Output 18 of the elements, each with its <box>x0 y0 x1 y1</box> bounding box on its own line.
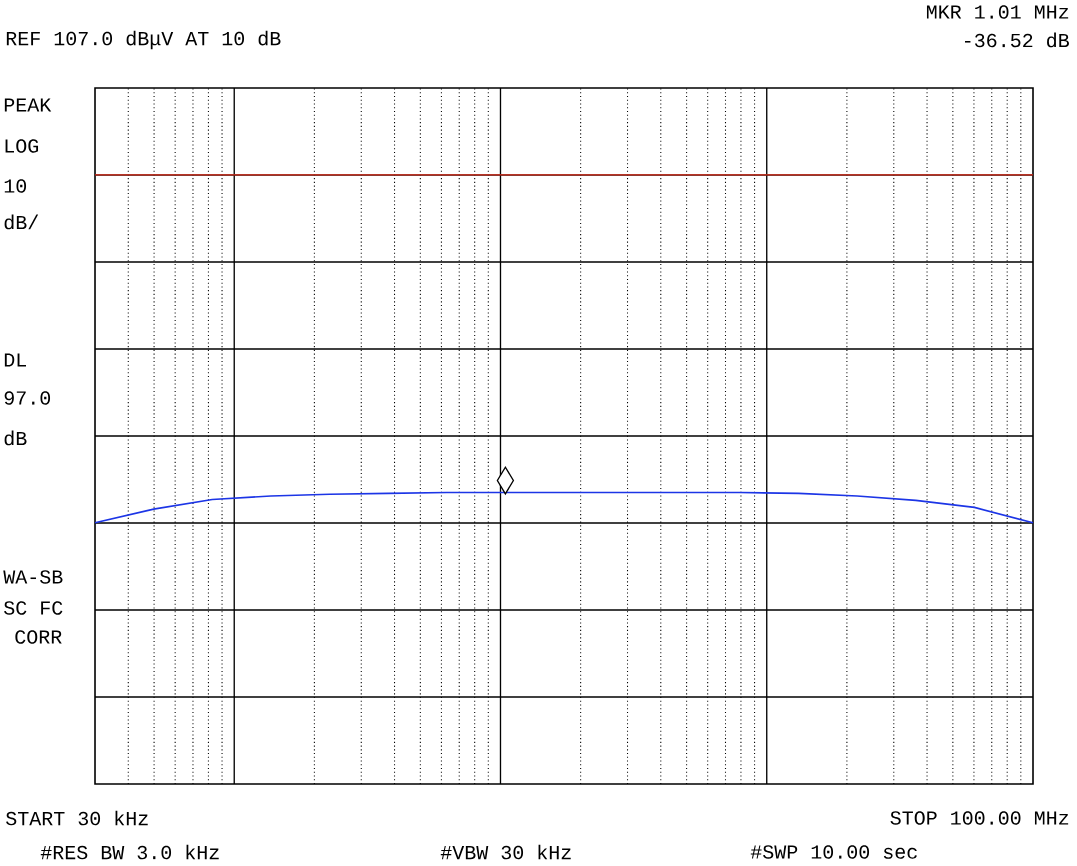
text: #VBW 30 kHz <box>440 844 571 860</box>
text: 97.0 <box>4 391 51 405</box>
text: LOG <box>5 139 39 153</box>
text: DL <box>4 353 26 367</box>
text: CORR <box>15 630 62 644</box>
text: #RES BW 3.0 kHz <box>40 844 219 860</box>
text: WA-SB <box>3 570 63 584</box>
text: 10 <box>4 179 27 193</box>
text: START 30 kHz <box>6 810 148 826</box>
text: dB/ <box>4 214 39 230</box>
text: #SWP 10.00 sec <box>750 845 917 859</box>
text: PEAK <box>4 98 52 112</box>
text: SC FC <box>4 601 63 615</box>
text: STOP 100.00 MHz <box>890 811 1069 825</box>
text: dB <box>4 430 27 446</box>
text: MKR 1.01 MHz <box>926 5 1069 19</box>
text: REF 107.0 dBμV AT 10 dB <box>6 30 281 50</box>
text: -36.52 dB <box>964 32 1069 48</box>
